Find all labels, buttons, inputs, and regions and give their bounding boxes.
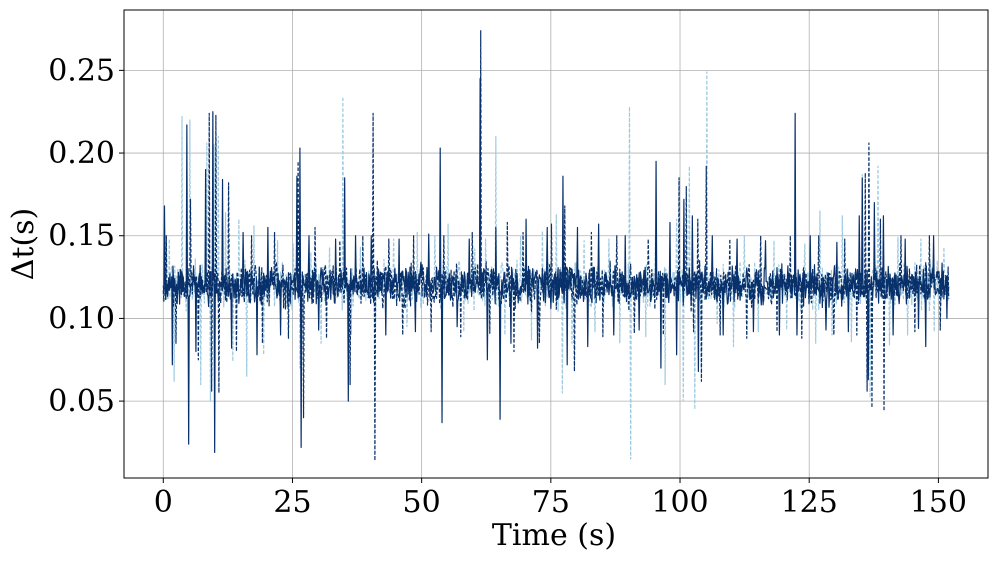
series-line-3: [162, 30, 950, 462]
x-tick-label: 75: [532, 485, 570, 520]
y-tick-label: 0.15: [48, 219, 115, 254]
series-layer: [162, 30, 950, 462]
x-tick-label: 25: [273, 485, 311, 520]
y-tick-label: 0.25: [48, 53, 115, 88]
x-tick-label: 50: [403, 485, 441, 520]
y-tick-label: 0.10: [48, 301, 115, 336]
y-axis: 0.05 0.10 0.15 0.20 0.25: [48, 53, 124, 419]
x-tick-label: 150: [910, 485, 967, 520]
x-axis-label: Time (s): [492, 518, 616, 553]
x-tick-label: 100: [651, 485, 708, 520]
y-axis-label: Δt(s): [6, 208, 41, 281]
y-tick-label: 0.05: [48, 384, 115, 419]
plot-frame: [123, 9, 989, 479]
y-tick-label: 0.20: [48, 136, 115, 171]
x-axis: 0 25 50 75 100 125 150: [154, 478, 967, 520]
x-tick-label: 125: [781, 485, 838, 520]
x-tick-label: 0: [154, 485, 173, 520]
